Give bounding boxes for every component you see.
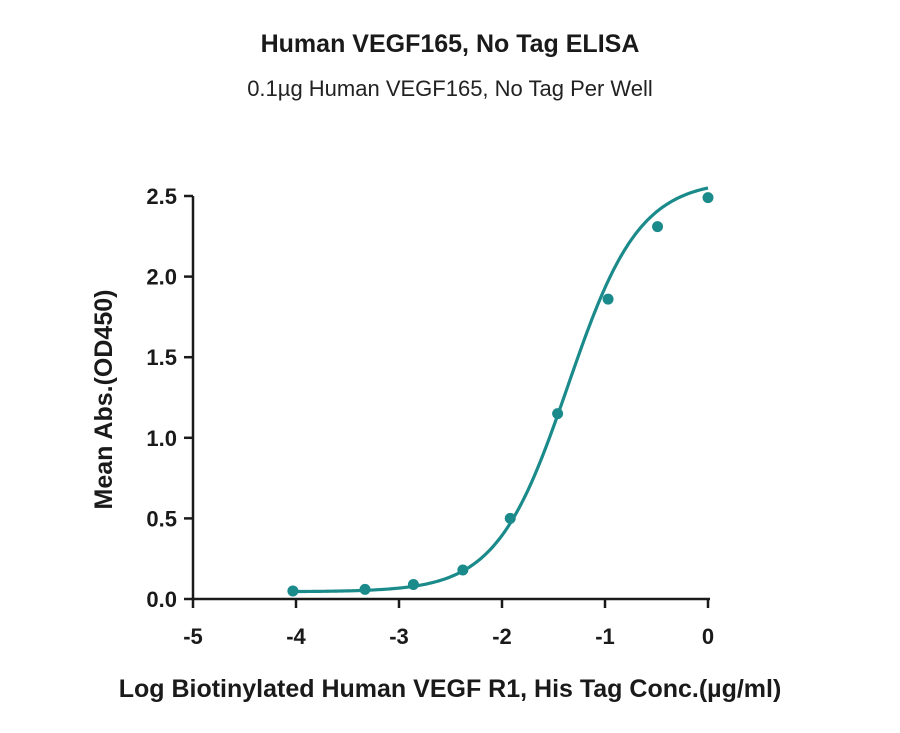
y-tick-label: 0.5 bbox=[146, 506, 177, 531]
data-point bbox=[407, 578, 419, 590]
data-point bbox=[287, 585, 299, 597]
chart-title: Human VEGF165, No Tag ELISA bbox=[260, 30, 640, 58]
fit-curve bbox=[292, 186, 709, 594]
x-tick-label: -5 bbox=[183, 624, 203, 649]
data-point bbox=[552, 408, 564, 420]
data-point bbox=[359, 583, 371, 595]
x-tick-label: 0 bbox=[702, 624, 714, 649]
x-tick-label: -4 bbox=[286, 624, 306, 649]
y-tick-label: 1.5 bbox=[146, 345, 177, 370]
x-axis-title: Log Biotinylated Human VEGF R1, His Tag … bbox=[119, 675, 782, 703]
chart-subtitle: 0.1µg Human VEGF165, No Tag Per Well bbox=[247, 76, 653, 101]
x-tick-label: -3 bbox=[389, 624, 409, 649]
data-point bbox=[702, 192, 714, 204]
x-tick-label: -2 bbox=[492, 624, 512, 649]
data-point bbox=[457, 564, 469, 576]
y-axis-title: Mean Abs.(OD450) bbox=[90, 290, 118, 510]
y-tick-label: 2.5 bbox=[146, 184, 177, 209]
x-tick-label: -1 bbox=[595, 624, 615, 649]
y-tick-label: 2.0 bbox=[146, 265, 177, 290]
data-point bbox=[504, 512, 516, 524]
data-point bbox=[652, 221, 664, 233]
data-point bbox=[602, 293, 614, 305]
y-tick-label: 0.0 bbox=[146, 587, 177, 612]
y-tick-label: 1.0 bbox=[146, 426, 177, 451]
